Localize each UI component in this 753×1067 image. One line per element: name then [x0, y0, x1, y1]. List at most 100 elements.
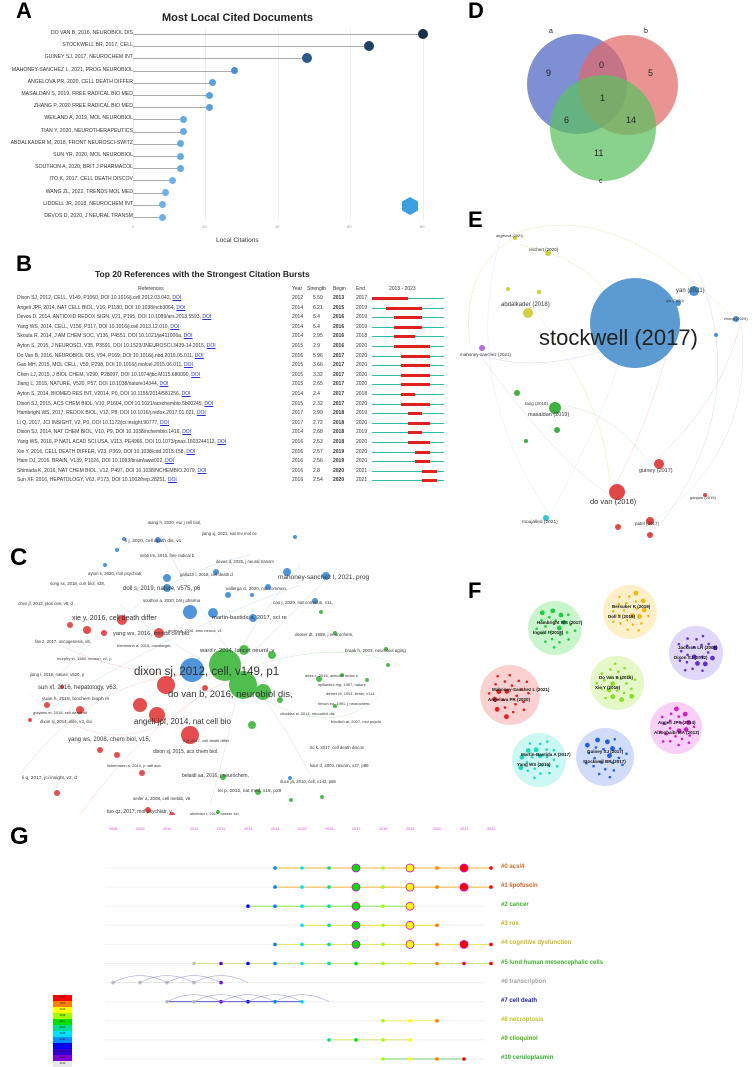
end-cell: 2021 [356, 467, 368, 474]
network-node-label: wang h, 2020, eur j cell biol, [148, 520, 202, 525]
burst-bar [422, 479, 437, 483]
doi-link[interactable]: DOI [183, 333, 193, 340]
network-node-label: jiang l, 2015, nature, v520, p [30, 672, 85, 677]
panel-letter-c: C [10, 544, 28, 571]
network-node-label: xie y, 2016, cell death differ [72, 615, 157, 622]
reference-text: Yang WS, 2014, CELL, V156, P317, DOI 10.… [17, 323, 180, 330]
burst-row: Shimada K, 2016, NAT CHEM BIOL, V12, P49… [0, 467, 455, 476]
burst-bar [415, 450, 430, 454]
network-node-label: jiang xj, 2021, nat rev mol ce [202, 531, 257, 536]
doi-link[interactable]: DOI [204, 400, 214, 407]
year-cell: 2016 [292, 439, 304, 445]
lollipop-dot [176, 140, 184, 148]
year-cell: 2014 [292, 333, 304, 340]
cluster-author-label: Do Van B (2016) [599, 675, 634, 680]
cluster-label: #10 ceruloplasmin [501, 1055, 554, 1061]
doi-link[interactable]: DOI [196, 410, 206, 417]
doi-link[interactable]: DOI [182, 429, 192, 436]
lollipop-row: SOUTHON A, 2020, BRIT J PHARMACOL [0, 162, 455, 174]
reference-text: Ayton S, 2015, J NEUROSCI, V35, P3591, D… [17, 343, 216, 349]
year-cell: 2016 [292, 458, 304, 465]
doi-link[interactable]: DOI [186, 448, 196, 455]
burst-row: Jiang L, 2015, NATURE, V520, P57, DOI 10… [0, 380, 455, 389]
doi-link[interactable]: DOI [172, 295, 182, 301]
cluster-blob [590, 656, 644, 710]
end-cell: 2019 [356, 314, 368, 321]
burst-bar [393, 335, 416, 339]
burst-bar [408, 412, 423, 416]
end-cell: 2018 [356, 391, 368, 397]
cluster-author-label: Mahoney-Sanchez L (2021) [492, 687, 550, 692]
doi-link[interactable]: DOI [170, 323, 180, 330]
doi-link[interactable]: DOI [191, 371, 201, 378]
begin-cell: 2015 [333, 304, 345, 311]
doi-link[interactable]: DOI [194, 352, 204, 359]
lollipop-stem [133, 119, 184, 121]
end-cell: 2021 [356, 477, 368, 484]
burst-row: Yang WS, 2016, P NATL ACAD SCI USA, V113… [0, 438, 455, 447]
lollipop-dot [162, 189, 170, 197]
end-cell: 2020 [356, 458, 368, 465]
doi-link[interactable]: DOI [206, 343, 216, 349]
lollipop-row: ZHANG P, 2020 FREE RADICAL BIO MED [0, 101, 455, 113]
cluster-blob [669, 626, 723, 680]
strength-cell: 5.96 [313, 352, 323, 359]
document-label: DEVOS D, 2020, J NEURAL TRANSM [44, 213, 133, 219]
begin-cell: 2016 [333, 323, 345, 330]
year-cell: 2016 [292, 477, 304, 484]
begin-cell: 2019 [333, 448, 345, 455]
burst-row: Hambright WS, 2017, REDOX BIOL, V12, P8,… [0, 409, 455, 418]
year-cell: 2015 [292, 343, 304, 349]
lollipop-row: WANG ZL, 2022, TRENDS MOL MED [0, 187, 455, 199]
burst-row: Ayton S, 2014, BIOMED RES INT, V2014, P0… [0, 390, 455, 399]
cluster-blob [512, 733, 566, 787]
network-node-label: devos d, 2020, j neural transm [216, 559, 274, 564]
network-node-label: doll s, 2019, nature, v575, p6 [123, 586, 201, 592]
lollipop-stem [133, 58, 307, 60]
year-cell: 2014 [292, 429, 304, 436]
year-cell: 2015 [292, 371, 304, 378]
document-label: SOUTHON A, 2020, BRIT J PHARMACOL [35, 164, 133, 171]
doi-link[interactable]: DOI [197, 467, 207, 474]
strength-cell: 6.21 [313, 304, 323, 311]
document-label: ABDALKADER M, 2018, FRONT NEUROSCI-SWITZ [10, 139, 133, 146]
doi-link[interactable]: DOI [217, 439, 227, 445]
doi-link[interactable]: DOI [165, 458, 175, 465]
lollipop-row: SUN YR, 2020, MOL NEUROBIOL [0, 150, 455, 162]
col-header-strength: Strength [307, 286, 326, 292]
doi-link[interactable]: DOI [202, 314, 212, 321]
end-cell: 2020 [356, 352, 368, 359]
venn-count-bc: 14 [626, 115, 637, 125]
end-cell: 2020 [356, 381, 368, 388]
burst-row: Dixon SJ, 2015, ACS CHEM BIOL, V10, P160… [0, 400, 455, 409]
strength-cell: 2.99 [313, 410, 323, 417]
panel-letter-a: A [16, 0, 32, 23]
doi-link[interactable]: DOI [176, 304, 186, 311]
year-cell: 2015 [292, 400, 304, 407]
begin-cell: 2017 [333, 371, 345, 378]
doi-link[interactable]: DOI [181, 391, 191, 397]
legend-year-swatch: 2011 [53, 1055, 72, 1061]
burst-bar [400, 364, 430, 368]
doi-link[interactable]: DOI [184, 362, 193, 369]
legend-year-swatch: 2015 [53, 1031, 72, 1037]
cluster-label: #4 cognitive dysfunction [501, 940, 572, 947]
x-axis-label: Local Citations [216, 237, 259, 244]
reference-text: Xie Y, 2016, CELL DEATH DIFFER, V23, P36… [17, 448, 196, 455]
strength-cell: 2.57 [313, 448, 323, 455]
strength-cell: 2.68 [313, 429, 323, 436]
burst-row: Gao MH, 2015, MOL CELL, V59, P298, DOI 1… [0, 361, 455, 370]
burst-row: Dixon SJ, 2014, NAT CHEM BIOL, V10, P9, … [0, 428, 455, 437]
network-e-graphic [468, 224, 744, 538]
begin-cell: 2018 [333, 429, 345, 436]
network-node-label: li j, 2020, cell death dis, v1 [125, 539, 182, 544]
timeline-year-label: 2021 [460, 827, 469, 831]
doi-link[interactable]: DOI [167, 477, 177, 484]
network-node-label: chodrea sl, 2014, neurobiol dis [280, 711, 335, 716]
cluster-author-label: Xie Y (2016) [595, 685, 621, 690]
network-node-label: belaidi aa, 2016, j neurochem, [182, 773, 249, 779]
doi-link[interactable]: DOI [160, 419, 169, 426]
network-node-label: southon a, 2020, brit j pharma [143, 598, 201, 603]
burst-bar [393, 345, 430, 348]
doi-link[interactable]: DOI [159, 381, 169, 388]
